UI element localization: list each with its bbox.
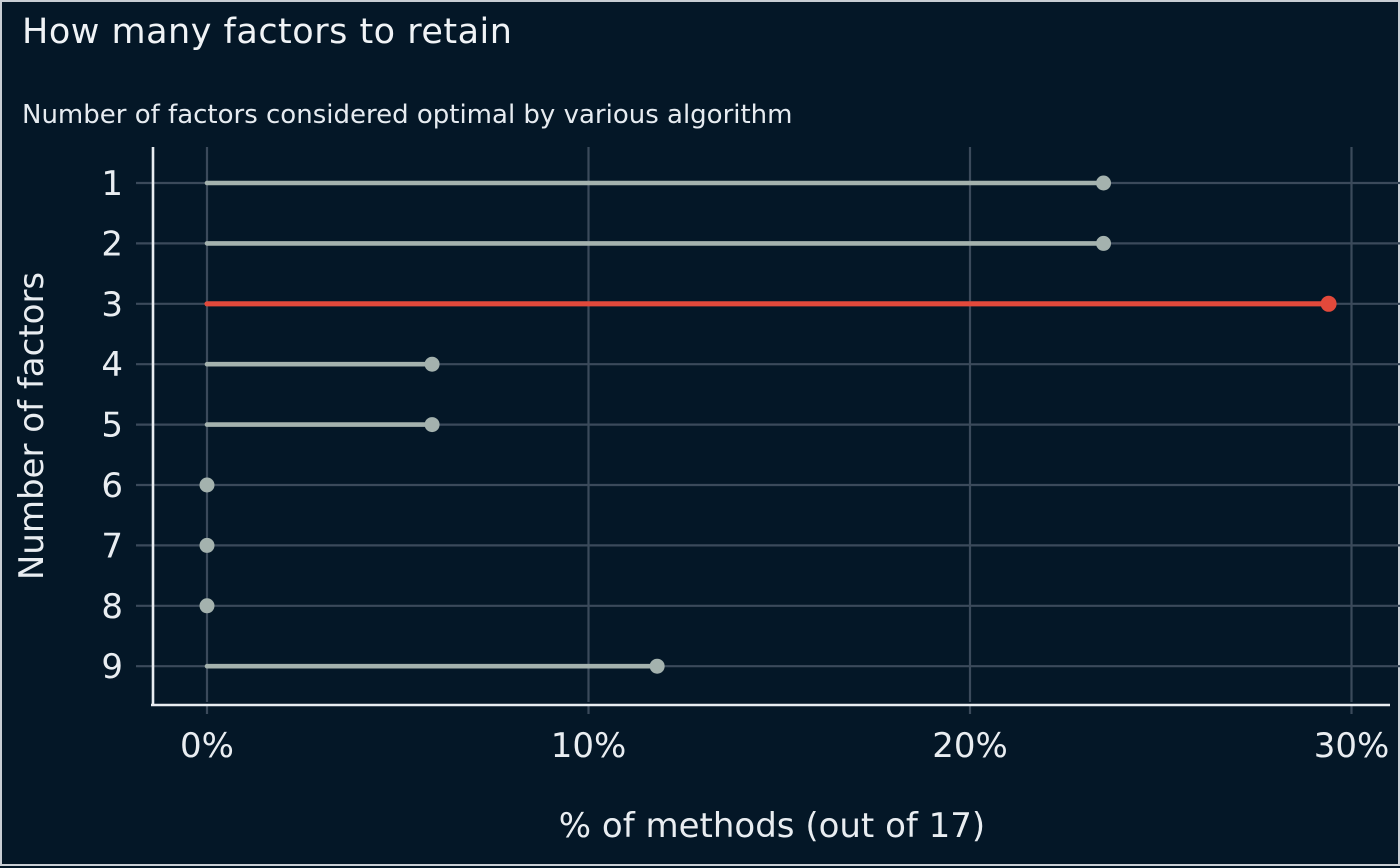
lollipop-dot (424, 356, 440, 372)
lollipop-dot (1096, 235, 1112, 251)
x-tick-label: 10% (551, 726, 627, 766)
lollipop-dot (199, 598, 215, 614)
x-tick-label: 30% (1314, 726, 1390, 766)
y-tick-label: 1 (101, 164, 123, 204)
y-tick-label: 7 (101, 526, 123, 566)
x-tick-label: 0% (180, 726, 234, 766)
x-tick-label: 20% (932, 726, 1008, 766)
y-tick-label: 2 (101, 224, 123, 264)
lollipop-dot (199, 537, 215, 553)
lollipop-dot (199, 477, 215, 493)
y-tick-label: 5 (101, 406, 123, 446)
lollipop-dot-highlight (1320, 295, 1337, 312)
y-tick-label: 3 (101, 285, 123, 325)
y-tick-label: 4 (101, 345, 123, 385)
x-axis-title: % of methods (out of 17) (558, 806, 986, 846)
lollipop-dot (649, 658, 665, 674)
lollipop-dot (424, 417, 440, 433)
y-tick-label: 8 (101, 587, 123, 627)
lollipop-dot (1096, 175, 1112, 191)
y-tick-label: 9 (101, 647, 123, 687)
chart-title: How many factors to retain (22, 12, 513, 52)
y-tick-label: 6 (101, 466, 123, 506)
chart-subtitle: Number of factors considered optimal by … (22, 100, 793, 130)
